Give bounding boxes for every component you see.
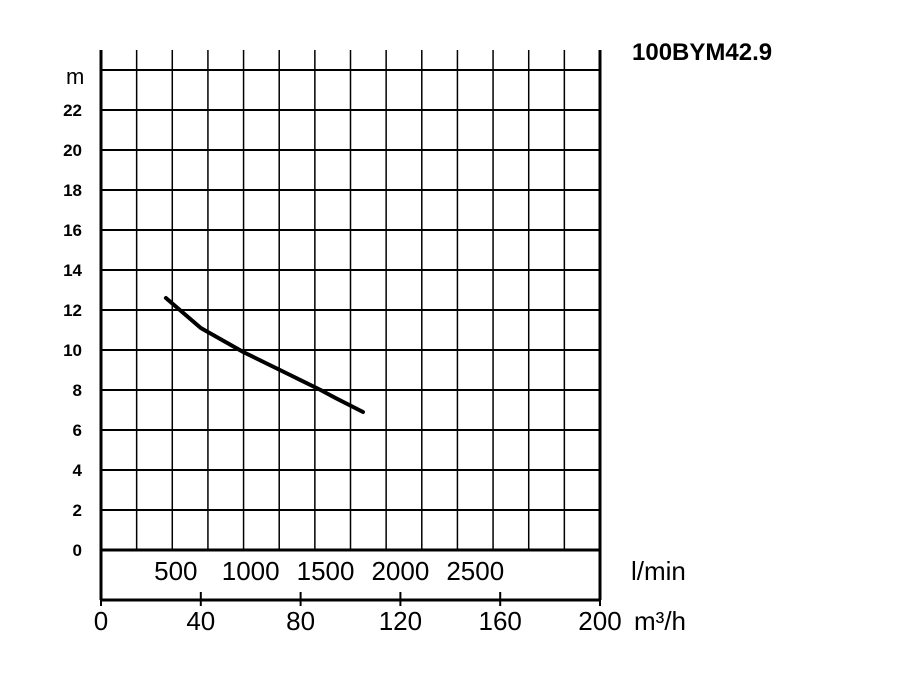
x-tick-label-m3h: 80 <box>286 606 315 636</box>
x-tick-label-lmin: 1000 <box>222 556 280 586</box>
x-tick-label-m3h: 40 <box>186 606 215 636</box>
y-tick-label: 4 <box>73 461 83 480</box>
x-tick-label-lmin: 2500 <box>446 556 504 586</box>
x-tick-label-lmin: 1500 <box>297 556 355 586</box>
y-tick-labels: 0 2 4 6 8 10 12 14 16 18 20 22 <box>63 101 82 560</box>
y-tick-label: 12 <box>63 301 82 320</box>
x-tick-label-m3h: 120 <box>379 606 422 636</box>
y-tick-label: 0 <box>73 541 82 560</box>
x-tick-label-m3h: 0 <box>94 606 108 636</box>
model-title: 100BYM42.9 <box>632 39 772 66</box>
y-tick-label: 2 <box>73 501 82 520</box>
x-tick-labels-lmin: 500 1000 1500 2000 2500 <box>154 556 504 586</box>
y-tick-label: 14 <box>63 261 82 280</box>
y-tick-label: 22 <box>63 101 82 120</box>
x-tick-label-lmin: 500 <box>154 556 197 586</box>
head-flow-curve <box>163 296 365 414</box>
x-axis-unit-lmin: l/min <box>631 556 686 586</box>
chart-frame <box>99 50 602 606</box>
y-tick-label: 18 <box>63 181 82 200</box>
y-tick-label: 6 <box>73 421 82 440</box>
x-axis-unit-m3h: m³/h <box>634 606 686 636</box>
x-tick-labels-m3h: 0 40 80 120 160 200 <box>94 606 622 636</box>
y-tick-label: 16 <box>63 221 82 240</box>
x-tick-label-lmin: 2000 <box>371 556 429 586</box>
x-tick-label-m3h: 160 <box>479 606 522 636</box>
y-tick-label: 10 <box>63 341 82 360</box>
y-axis-unit: m <box>66 64 84 89</box>
y-tick-label: 8 <box>73 381 82 400</box>
chart-grid <box>101 50 600 551</box>
y-tick-label: 20 <box>63 141 82 160</box>
x-tick-label-m3h: 200 <box>578 606 621 636</box>
